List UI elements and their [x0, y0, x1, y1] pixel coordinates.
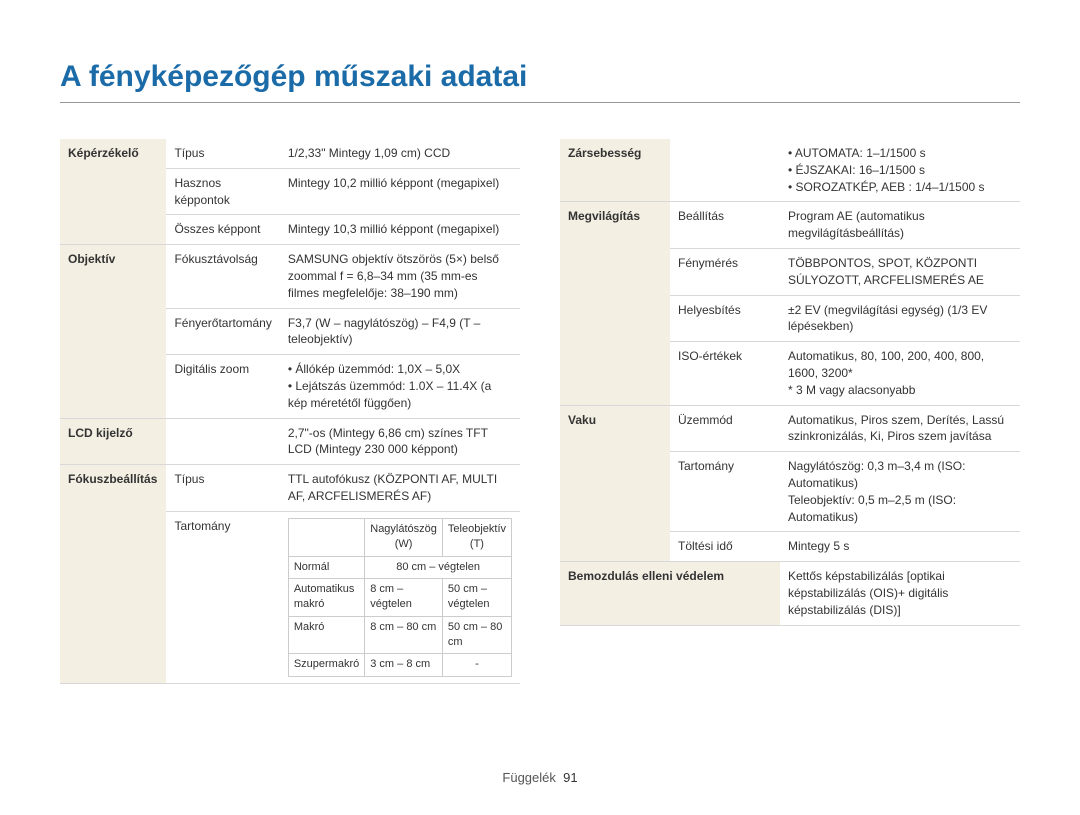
spec-sub: Fényerőtartomány: [166, 308, 279, 355]
right-spec-table: Zársebesség AUTOMATA: 1–1/1500 s ÉJSZAKA…: [560, 139, 1020, 626]
spec-val: ±2 EV (megvilágítási egység) (1/3 EV lép…: [780, 295, 1020, 342]
nested-header: Nagylátószög (W): [365, 518, 443, 556]
spec-sub: Tartomány: [670, 452, 780, 532]
cat-shutter: Zársebesség: [560, 139, 670, 202]
nested-cell: -: [442, 654, 511, 676]
nested-cell: 50 cm – 80 cm: [442, 616, 511, 654]
nested-cell: 80 cm – végtelen: [365, 556, 512, 578]
spec-sub: Fénymérés: [670, 248, 780, 295]
spec-sub: Összes képpont: [166, 215, 279, 245]
focus-range-table: Nagylátószög (W) Teleobjektív (T) Normál…: [288, 518, 512, 677]
list-item: Állókép üzemmód: 1,0X – 5,0X: [288, 361, 512, 378]
list-item: ÉJSZAKAI: 16–1/1500 s: [788, 162, 1012, 179]
cat-flash: Vaku: [560, 405, 670, 562]
nested-cell: Automatikus makró: [288, 578, 364, 616]
spec-val: Automatikus, 80, 100, 200, 400, 800, 160…: [780, 342, 1020, 405]
spec-val: Mintegy 5 s: [780, 532, 1020, 562]
spec-sub: Típus: [166, 139, 279, 168]
spec-val: Mintegy 10,3 millió képpont (megapixel): [280, 215, 520, 245]
spec-val: Nagylátószög: 0,3 m–3,4 m (ISO: Automati…: [780, 452, 1020, 532]
page-title: A fényképezőgép műszaki adatai: [60, 60, 1020, 103]
cat-lcd: LCD kijelző: [60, 418, 166, 465]
spec-val: SAMSUNG objektív ötszörös (5×) belső zoo…: [280, 245, 520, 308]
left-column: Képérzékelő Típus 1/2,33" Mintegy 1,09 c…: [60, 139, 520, 684]
spec-sub: [166, 418, 279, 465]
spec-val: Nagylátószög (W) Teleobjektív (T) Normál…: [280, 511, 520, 683]
spec-sub: Típus: [166, 465, 279, 512]
left-spec-table: Képérzékelő Típus 1/2,33" Mintegy 1,09 c…: [60, 139, 520, 684]
list-item: Lejátszás üzemmód: 1.0X – 11.4X (a kép m…: [288, 378, 512, 412]
spec-val: F3,7 (W – nagylátószög) – F4,9 (T – tele…: [280, 308, 520, 355]
spec-sub: Fókusztávolság: [166, 245, 279, 308]
nested-cell: 50 cm – végtelen: [442, 578, 511, 616]
spec-val: TÖBBPONTOS, SPOT, KÖZPONTI SÚLYOZOTT, AR…: [780, 248, 1020, 295]
spec-sub: Üzemmód: [670, 405, 780, 452]
spec-val: AUTOMATA: 1–1/1500 s ÉJSZAKAI: 16–1/1500…: [780, 139, 1020, 202]
spec-val: Program AE (automatikus megvilágításbeál…: [780, 202, 1020, 249]
spec-val: 2,7"-os (Mintegy 6,86 cm) színes TFT LCD…: [280, 418, 520, 465]
spec-sub: Hasznos képpontok: [166, 168, 279, 215]
nested-cell: 8 cm – végtelen: [365, 578, 443, 616]
spec-sub: Beállítás: [670, 202, 780, 249]
spec-sub: ISO-értékek: [670, 342, 780, 405]
spec-val: 1/2,33" Mintegy 1,09 cm) CCD: [280, 139, 520, 168]
nested-cell: 3 cm – 8 cm: [365, 654, 443, 676]
nested-cell: Normál: [288, 556, 364, 578]
spec-sub: Tartomány: [166, 511, 279, 683]
nested-header: Teleobjektív (T): [442, 518, 511, 556]
footer-label: Függelék: [502, 770, 555, 785]
nested-cell: Makró: [288, 616, 364, 654]
spec-sub: Töltési idő: [670, 532, 780, 562]
spec-val: TTL autofókusz (KÖZPONTI AF, MULTI AF, A…: [280, 465, 520, 512]
footer-page-number: 91: [563, 770, 577, 785]
cat-lens: Objektív: [60, 245, 166, 418]
cat-stabil: Bemozdulás elleni védelem: [560, 562, 780, 625]
nested-header: [288, 518, 364, 556]
list-item: SOROZATKÉP, AEB : 1/4–1/1500 s: [788, 179, 1012, 196]
page-footer: Függelék 91: [0, 770, 1080, 785]
cat-exposure: Megvilágítás: [560, 202, 670, 405]
nested-cell: 8 cm – 80 cm: [365, 616, 443, 654]
spec-val: Mintegy 10,2 millió képpont (megapixel): [280, 168, 520, 215]
list-item: AUTOMATA: 1–1/1500 s: [788, 145, 1012, 162]
spec-sub: Digitális zoom: [166, 355, 279, 418]
cat-image-sensor: Képérzékelő: [60, 139, 166, 245]
spec-val: Állókép üzemmód: 1,0X – 5,0X Lejátszás ü…: [280, 355, 520, 418]
nested-cell: Szupermakró: [288, 654, 364, 676]
right-column: Zársebesség AUTOMATA: 1–1/1500 s ÉJSZAKA…: [560, 139, 1020, 684]
cat-focus: Fókuszbeállítás: [60, 465, 166, 684]
spec-columns: Képérzékelő Típus 1/2,33" Mintegy 1,09 c…: [60, 139, 1020, 684]
spec-sub: [670, 139, 780, 202]
spec-val: Kettős képstabilizálás [optikai képstabi…: [780, 562, 1020, 625]
spec-sub: Helyesbítés: [670, 295, 780, 342]
spec-val: Automatikus, Piros szem, Derítés, Lassú …: [780, 405, 1020, 452]
